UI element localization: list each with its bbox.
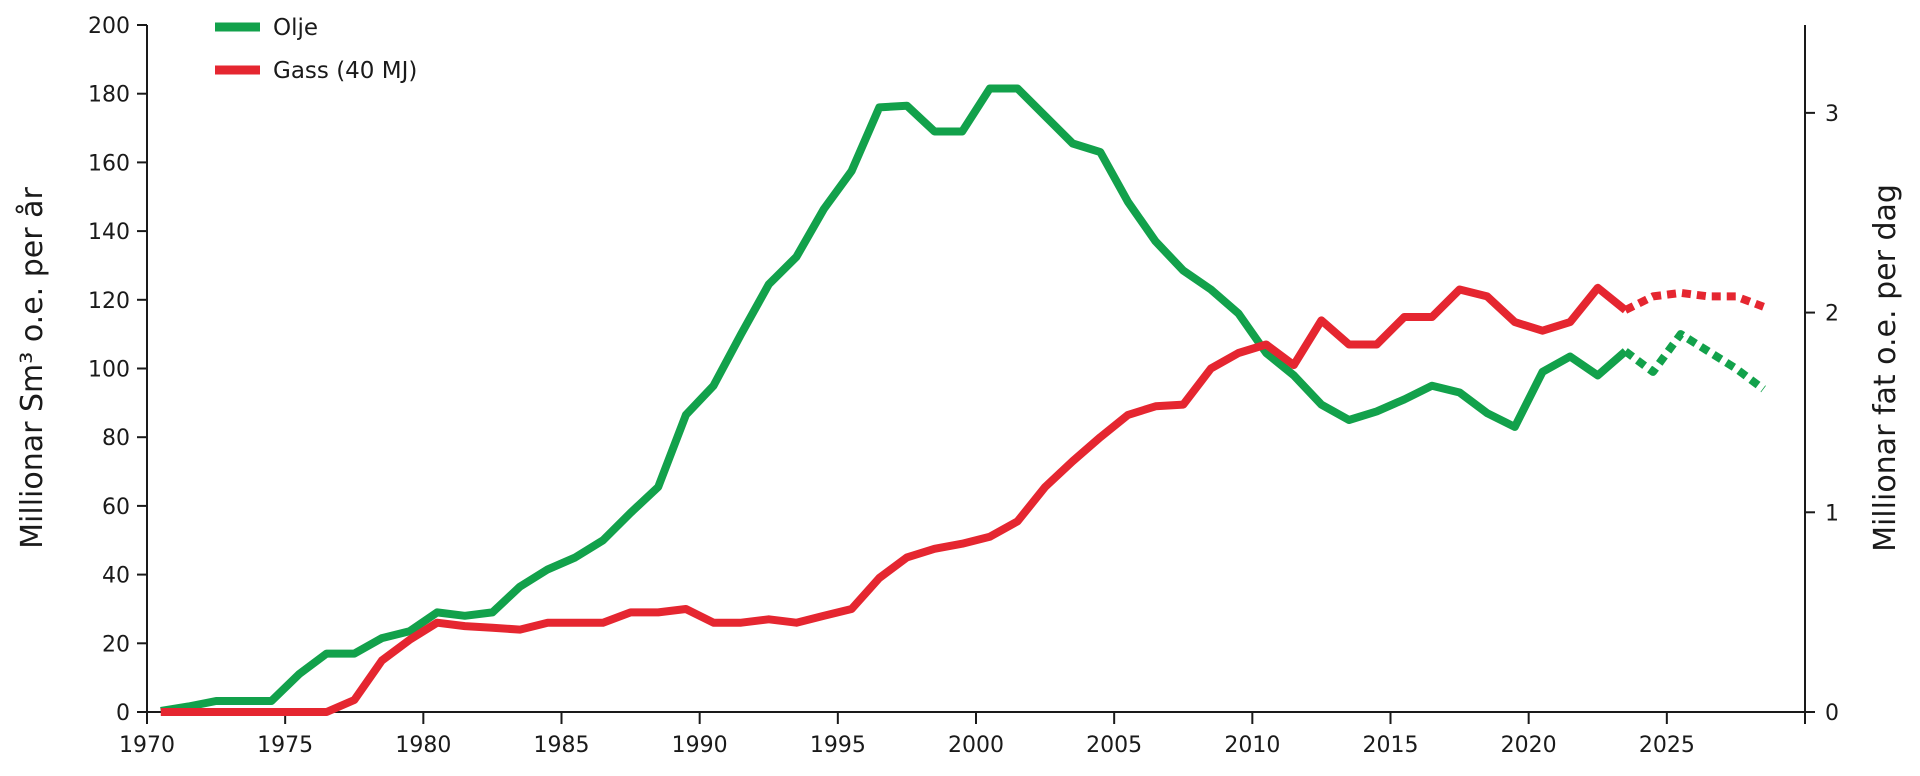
x-tick-label: 1970 bbox=[119, 733, 175, 758]
legend-label-olje: Olje bbox=[273, 15, 318, 41]
y-tick-label: 0 bbox=[116, 701, 130, 726]
x-tick-label: 2015 bbox=[1363, 733, 1419, 758]
y-tick-label: 160 bbox=[88, 151, 130, 176]
x-tick-label: 2020 bbox=[1501, 733, 1557, 758]
series-line-gass-40-mj-prognose bbox=[1623, 288, 1765, 314]
y-right-tick-label: 2 bbox=[1825, 302, 1839, 327]
series-line-gass-40-mj bbox=[160, 283, 1628, 716]
x-tick-label: 2005 bbox=[1086, 733, 1142, 758]
x-tick-label: 2000 bbox=[948, 733, 1004, 758]
y-tick-label: 100 bbox=[88, 358, 130, 383]
x-tick-label: 1995 bbox=[810, 733, 866, 758]
x-tick-label: 1975 bbox=[257, 733, 313, 758]
y-tick-label: 120 bbox=[88, 289, 130, 314]
y-axis-title-left: Millionar Sm³ o.e. per år bbox=[15, 187, 50, 549]
legend-label-gass: Gass (40 MJ) bbox=[273, 58, 417, 84]
y-tick-label: 20 bbox=[102, 632, 130, 657]
y-right-tick-label: 0 bbox=[1825, 701, 1839, 726]
y-right-tick-label: 3 bbox=[1825, 102, 1839, 127]
x-tick-label: 2010 bbox=[1224, 733, 1280, 758]
y-tick-label: 80 bbox=[102, 426, 130, 451]
y-tick-label: 40 bbox=[102, 564, 130, 589]
x-tick-label: 1985 bbox=[534, 733, 590, 758]
x-tick-label: 2025 bbox=[1639, 733, 1695, 758]
y-axis-title-right: Millionar fat o.e. per dag bbox=[1868, 184, 1903, 552]
series-line-olje bbox=[160, 84, 1629, 715]
legend: Olje Gass (40 MJ) bbox=[215, 15, 417, 84]
y-tick-label: 140 bbox=[88, 220, 130, 245]
series-line-olje-prognose bbox=[1623, 330, 1766, 393]
x-tick-label: 1990 bbox=[672, 733, 728, 758]
y-tick-label: 60 bbox=[102, 495, 130, 520]
y-tick-label: 200 bbox=[88, 14, 130, 39]
y-tick-label: 180 bbox=[88, 83, 130, 108]
series-layer bbox=[160, 84, 1766, 716]
x-tick-label: 1980 bbox=[395, 733, 451, 758]
y-right-tick-label: 1 bbox=[1825, 501, 1839, 526]
